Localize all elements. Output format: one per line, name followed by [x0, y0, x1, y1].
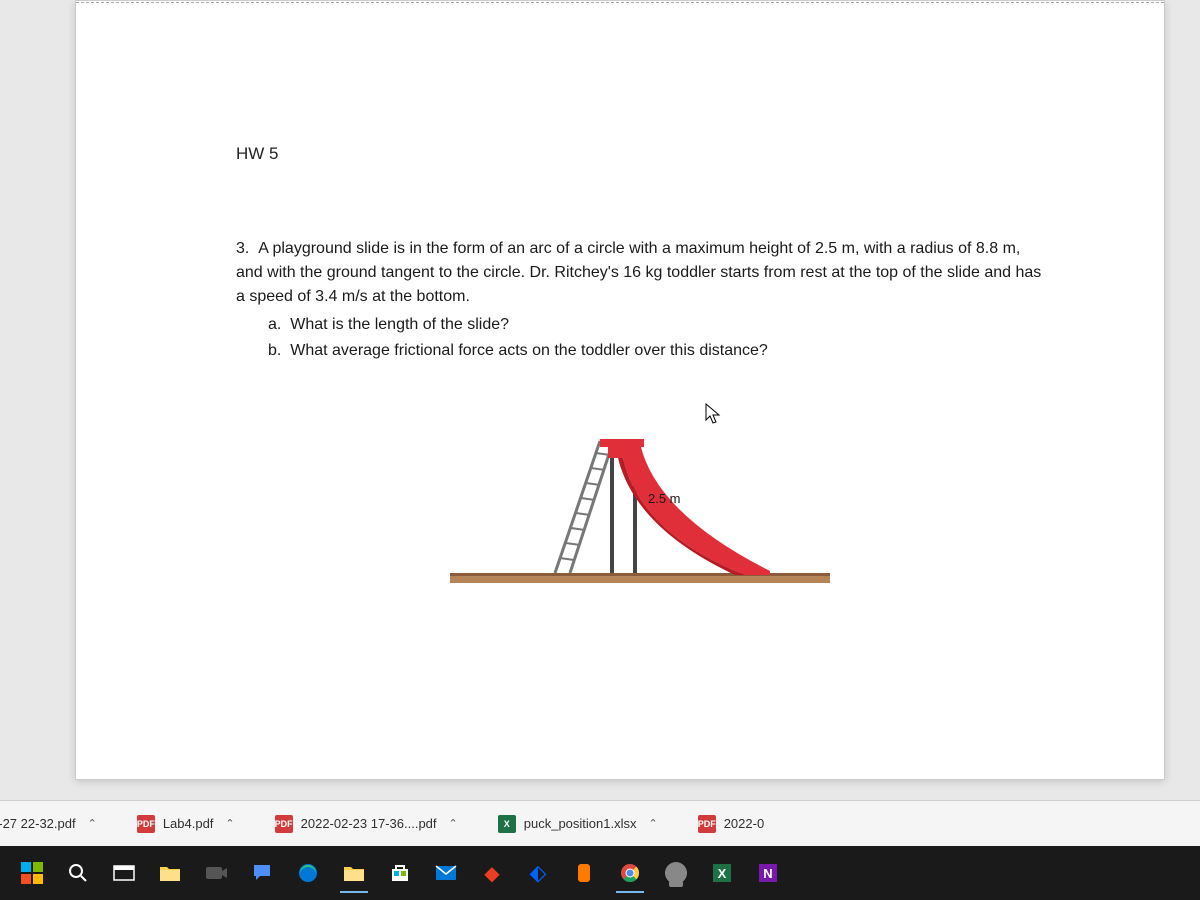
cursor-icon	[705, 403, 723, 434]
task-view-icon	[113, 865, 135, 881]
svg-text:X: X	[718, 866, 727, 881]
taskbar-app[interactable]	[334, 853, 374, 893]
slide-diagram: 2.5 m	[440, 403, 840, 603]
pdf-icon: PDF	[698, 815, 716, 833]
part-b-text: What average frictional force acts on th…	[290, 342, 768, 359]
task-view-button[interactable]	[104, 853, 144, 893]
svg-text:N: N	[763, 866, 772, 881]
file-explorer-icon	[343, 864, 365, 882]
camera-icon	[205, 864, 227, 882]
taskbar-app[interactable]: X	[702, 853, 742, 893]
part-a-text: What is the length of the slide?	[290, 316, 509, 333]
edge-icon	[298, 863, 318, 883]
download-item[interactable]: X puck_position1.xlsx ⌃	[487, 808, 669, 840]
height-label: 2.5 m	[648, 491, 681, 506]
download-shelf: PDF 22-02-27 22-32.pdf ⌃ PDF Lab4.pdf ⌃ …	[0, 800, 1200, 846]
app-icon	[575, 863, 593, 883]
taskbar-app[interactable]	[150, 853, 190, 893]
taskbar-app[interactable]: N	[748, 853, 788, 893]
pdf-icon: PDF	[137, 815, 155, 833]
part-b: b. What average frictional force acts on…	[268, 339, 1044, 363]
part-a-label: a.	[268, 316, 281, 333]
taskbar-app[interactable]	[242, 853, 282, 893]
download-item[interactable]: PDF 2022-02-23 17-36....pdf ⌃	[264, 808, 469, 840]
excel-icon: X	[712, 863, 732, 883]
taskbar-app[interactable]	[564, 853, 604, 893]
taskbar-app[interactable]	[656, 853, 696, 893]
chevron-down-icon[interactable]: ⌃	[648, 817, 657, 830]
dropbox-icon: ⬖	[530, 860, 547, 886]
download-filename: 2022-02-23 17-36....pdf	[301, 816, 437, 831]
problem-text: A playground slide is in the form of an …	[236, 240, 1041, 305]
chevron-down-icon[interactable]: ⌃	[225, 817, 234, 830]
download-filename: 22-02-27 22-32.pdf	[0, 816, 76, 831]
taskbar-app[interactable]	[426, 853, 466, 893]
search-icon	[68, 863, 88, 883]
download-filename: puck_position1.xlsx	[524, 816, 637, 831]
chrome-icon	[620, 863, 640, 883]
minecraft-icon	[665, 862, 687, 884]
excel-icon: X	[498, 815, 516, 833]
file-explorer-icon	[159, 864, 181, 882]
onenote-icon: N	[758, 863, 778, 883]
window-top-border	[76, 1, 1164, 3]
part-a: a. What is the length of the slide?	[268, 313, 1044, 337]
pdf-icon: PDF	[275, 815, 293, 833]
problem-subparts: a. What is the length of the slide? b. W…	[236, 313, 1044, 363]
assignment-title: HW 5	[236, 141, 1044, 167]
office-icon: ◆	[484, 861, 499, 886]
taskbar-app[interactable]	[196, 853, 236, 893]
search-button[interactable]	[58, 853, 98, 893]
problem-statement: 3. A playground slide is in the form of …	[236, 237, 1044, 309]
problem-number: 3.	[236, 240, 249, 257]
chevron-down-icon[interactable]: ⌃	[449, 817, 458, 830]
problem-block: 3. A playground slide is in the form of …	[236, 237, 1044, 603]
taskbar: ◆ ⬖ X N	[0, 846, 1200, 900]
windows-icon	[21, 862, 43, 884]
store-icon	[390, 863, 410, 883]
download-item[interactable]: PDF 2022-0	[687, 808, 775, 840]
mail-icon	[435, 865, 457, 881]
part-b-label: b.	[268, 342, 281, 359]
taskbar-app[interactable]: ◆	[472, 853, 512, 893]
taskbar-app[interactable]	[288, 853, 328, 893]
download-filename: 2022-0	[724, 816, 764, 831]
download-item[interactable]: PDF 22-02-27 22-32.pdf ⌃	[0, 808, 108, 840]
taskbar-app[interactable]	[610, 853, 650, 893]
chat-icon	[252, 863, 272, 883]
start-button[interactable]	[12, 853, 52, 893]
browser-window: HW 5 3. A playground slide is in the for…	[75, 0, 1165, 780]
download-filename: Lab4.pdf	[163, 816, 214, 831]
document-content: HW 5 3. A playground slide is in the for…	[76, 1, 1164, 643]
taskbar-app[interactable]: ⬖	[518, 853, 558, 893]
slide-figure: 2.5 m	[440, 403, 840, 603]
chevron-down-icon[interactable]: ⌃	[88, 817, 97, 830]
taskbar-app[interactable]	[380, 853, 420, 893]
download-item[interactable]: PDF Lab4.pdf ⌃	[126, 808, 246, 840]
